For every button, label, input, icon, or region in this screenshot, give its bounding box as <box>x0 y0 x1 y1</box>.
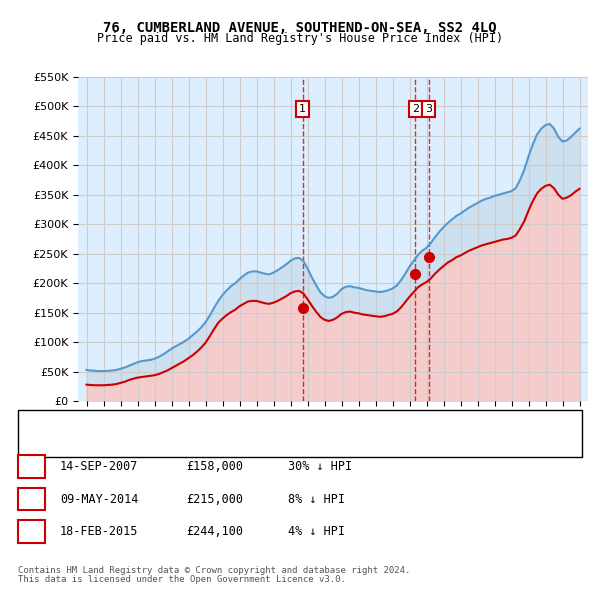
Text: 3: 3 <box>425 104 432 114</box>
Text: 18-FEB-2015: 18-FEB-2015 <box>60 525 139 538</box>
Text: 2: 2 <box>28 493 35 506</box>
Text: HPI: Average price, semi-detached house, Southend-on-Sea: HPI: Average price, semi-detached house,… <box>66 423 416 432</box>
Text: £215,000: £215,000 <box>186 493 243 506</box>
Text: Contains HM Land Registry data © Crown copyright and database right 2024.: Contains HM Land Registry data © Crown c… <box>18 566 410 575</box>
Text: 1: 1 <box>299 104 306 114</box>
Text: 76, CUMBERLAND AVENUE, SOUTHEND-ON-SEA, SS2 4LQ: 76, CUMBERLAND AVENUE, SOUTHEND-ON-SEA, … <box>103 21 497 35</box>
Text: This data is licensed under the Open Government Licence v3.0.: This data is licensed under the Open Gov… <box>18 575 346 584</box>
Text: 14-SEP-2007: 14-SEP-2007 <box>60 460 139 473</box>
Text: 8% ↓ HPI: 8% ↓ HPI <box>288 493 345 506</box>
Text: ——: —— <box>36 421 53 435</box>
Text: ——: —— <box>36 407 53 421</box>
Text: £244,100: £244,100 <box>186 525 243 538</box>
Text: 09-MAY-2014: 09-MAY-2014 <box>60 493 139 506</box>
Text: £158,000: £158,000 <box>186 460 243 473</box>
Text: 4% ↓ HPI: 4% ↓ HPI <box>288 525 345 538</box>
Text: 2: 2 <box>412 104 419 114</box>
Text: 30% ↓ HPI: 30% ↓ HPI <box>288 460 352 473</box>
Text: 76, CUMBERLAND AVENUE, SOUTHEND-ON-SEA, SS2 4LQ (semi-detached house): 76, CUMBERLAND AVENUE, SOUTHEND-ON-SEA, … <box>66 409 497 419</box>
Text: Price paid vs. HM Land Registry's House Price Index (HPI): Price paid vs. HM Land Registry's House … <box>97 32 503 45</box>
Text: 3: 3 <box>28 525 35 538</box>
Text: 1: 1 <box>28 460 35 473</box>
